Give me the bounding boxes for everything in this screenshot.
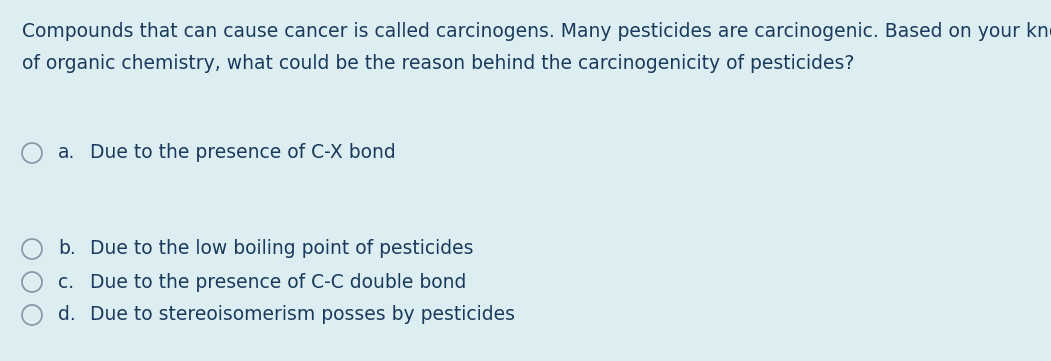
Text: Due to the presence of C-X bond: Due to the presence of C-X bond: [90, 144, 396, 162]
Text: of organic chemistry, what could be the reason behind the carcinogenicity of pes: of organic chemistry, what could be the …: [22, 54, 854, 73]
Text: Due to the presence of C-C double bond: Due to the presence of C-C double bond: [90, 273, 467, 291]
Text: Due to stereoisomerism posses by pesticides: Due to stereoisomerism posses by pestici…: [90, 305, 515, 325]
Text: Due to the low boiling point of pesticides: Due to the low boiling point of pesticid…: [90, 239, 474, 258]
Text: Compounds that can cause cancer is called carcinogens. Many pesticides are carci: Compounds that can cause cancer is calle…: [22, 22, 1051, 41]
Text: b.: b.: [58, 239, 76, 258]
Text: c.: c.: [58, 273, 75, 291]
Text: d.: d.: [58, 305, 76, 325]
Text: a.: a.: [58, 144, 76, 162]
